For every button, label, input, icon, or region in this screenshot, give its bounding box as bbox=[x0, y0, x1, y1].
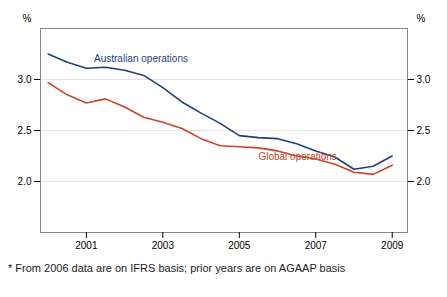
svg-text:2007: 2007 bbox=[305, 240, 328, 251]
svg-text:2.5: 2.5 bbox=[18, 125, 32, 136]
svg-text:2.5: 2.5 bbox=[417, 125, 431, 136]
svg-text:2005: 2005 bbox=[228, 240, 251, 251]
svg-text:%: % bbox=[417, 13, 426, 24]
svg-text:Australian operations: Australian operations bbox=[94, 53, 188, 64]
html-text:* From 2006 data are on IFRS b: * From 2006 data are on IFRS basis; prio… bbox=[8, 262, 346, 274]
svg-text:2003: 2003 bbox=[152, 240, 175, 251]
svg-text:3.0: 3.0 bbox=[18, 74, 32, 85]
svg-text:%: % bbox=[23, 13, 32, 24]
svg-text:2009: 2009 bbox=[381, 240, 404, 251]
svg-text:2.0: 2.0 bbox=[417, 176, 431, 187]
svg-text:Global operations: Global operations bbox=[258, 151, 336, 162]
svg-text:3.0: 3.0 bbox=[417, 74, 431, 85]
svg-text:2001: 2001 bbox=[75, 240, 98, 251]
svg-text:2.0: 2.0 bbox=[18, 176, 32, 187]
